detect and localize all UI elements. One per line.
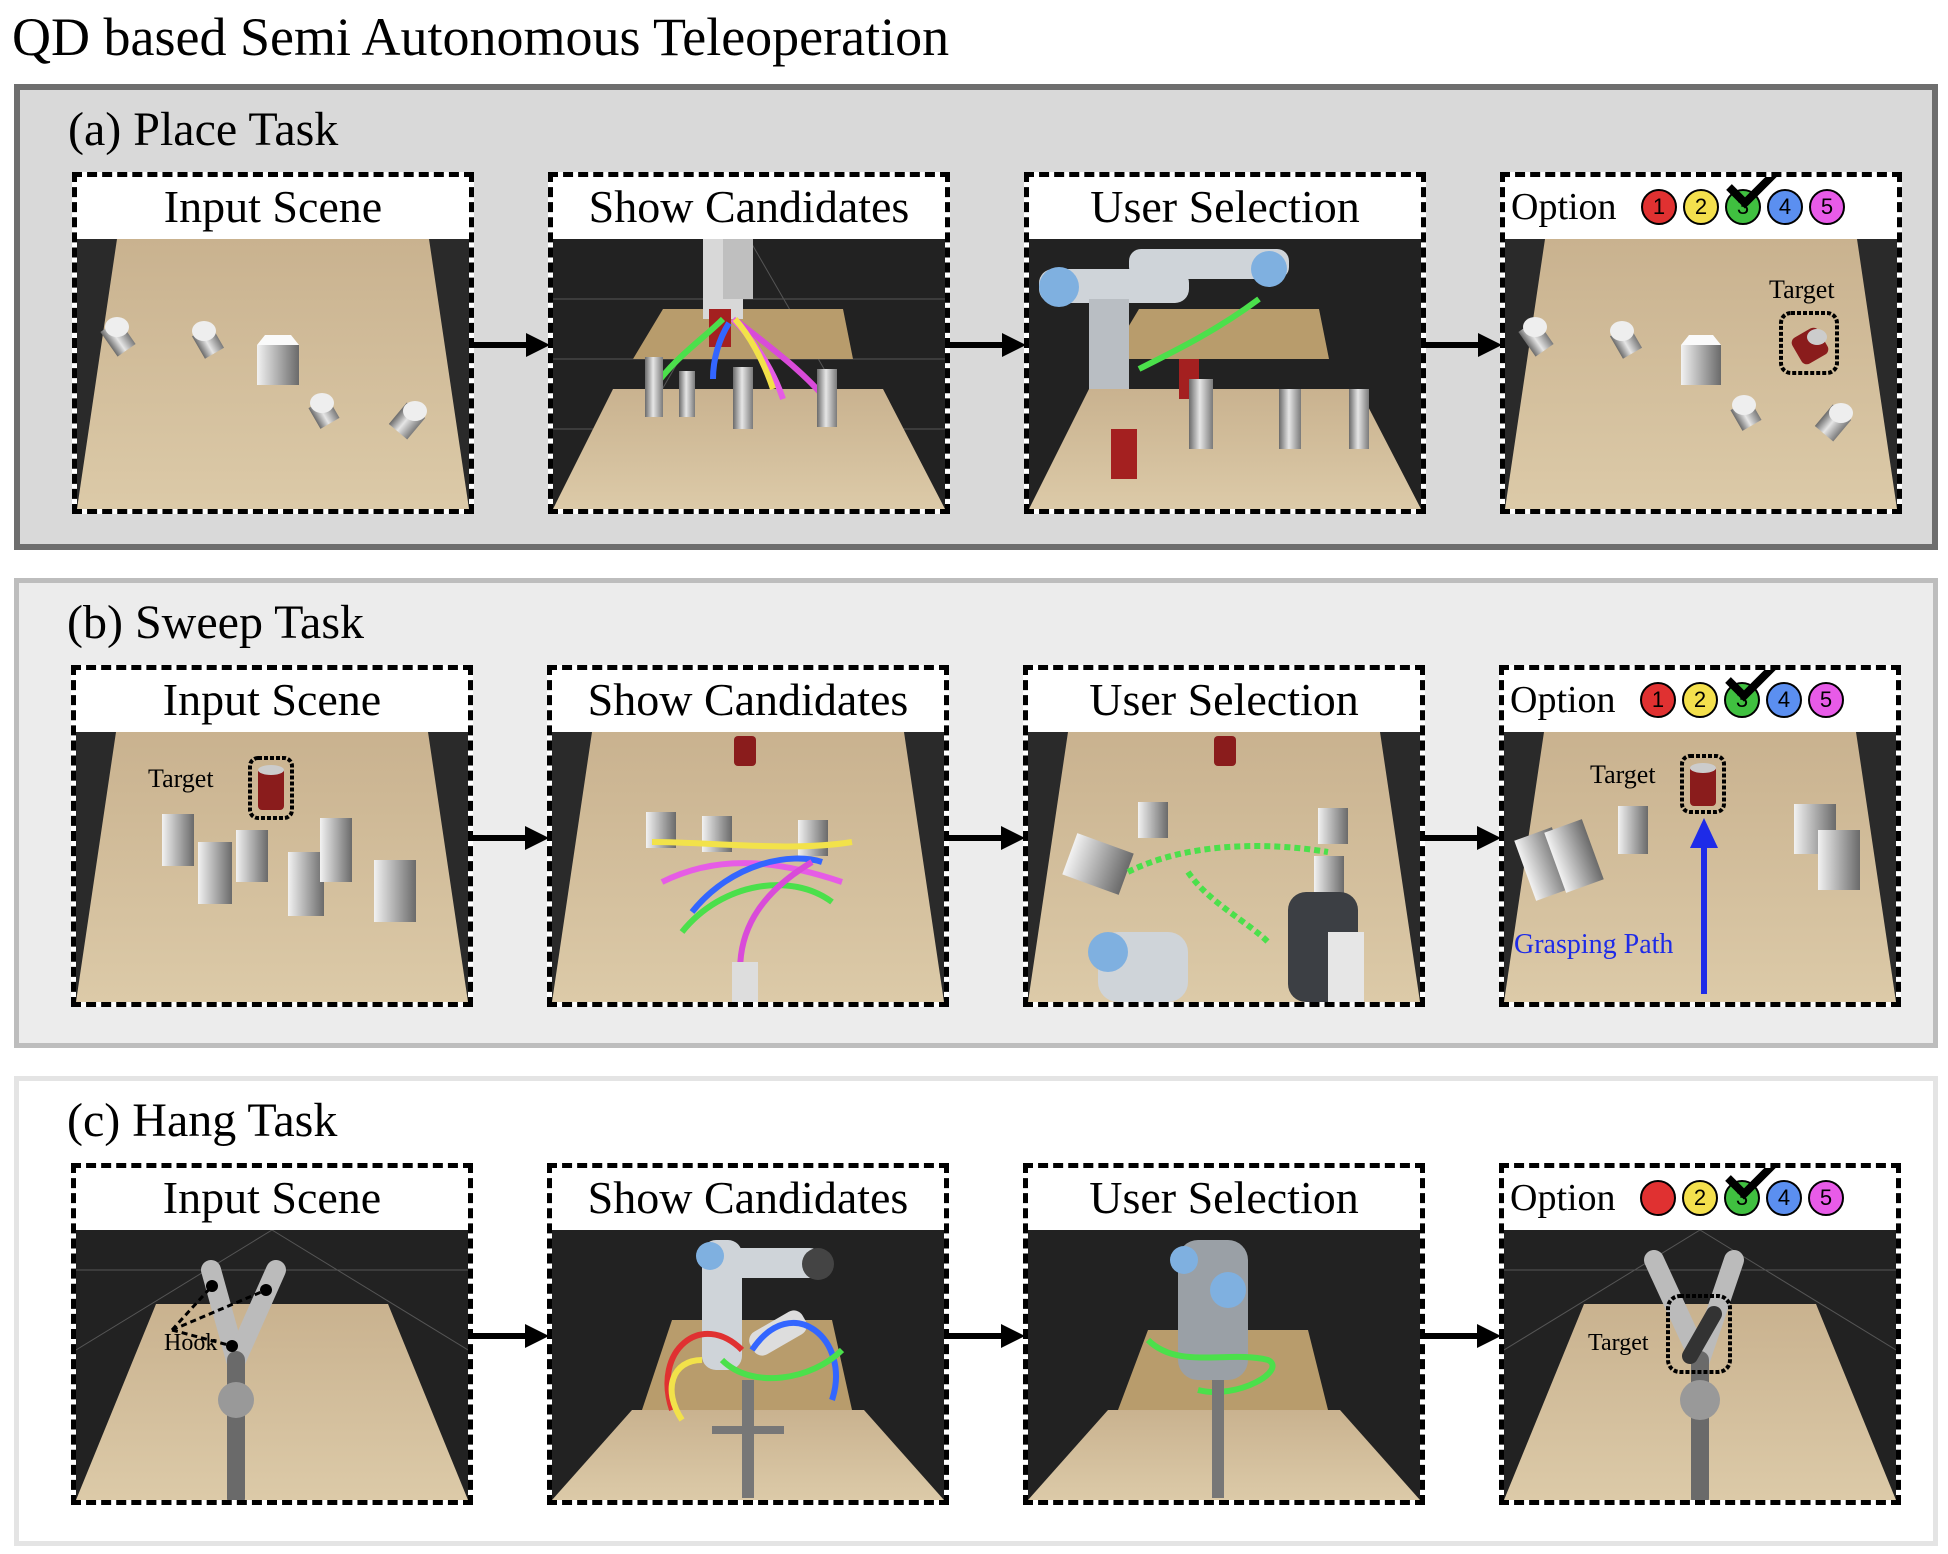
option-panel: Option 1 2 3 4 5 Target xyxy=(1500,172,1902,514)
option-4-button[interactable]: 4 xyxy=(1766,1180,1802,1216)
scene-image xyxy=(1028,1230,1420,1500)
user-selection-panel: User Selection xyxy=(1024,172,1426,514)
scene-image xyxy=(552,1230,944,1500)
option-2-button[interactable]: 2 xyxy=(1682,1180,1718,1216)
candidate-trajectories xyxy=(651,839,853,993)
input-scene-panel: Input Scene Target xyxy=(71,665,473,1007)
flow-arrow xyxy=(949,826,1025,850)
flow-arrow xyxy=(949,1324,1025,1348)
scene-image xyxy=(1504,732,1896,1002)
option-5-button[interactable]: 5 xyxy=(1808,682,1844,718)
option-4-button[interactable]: 4 xyxy=(1767,189,1803,225)
grasping-path-arrow xyxy=(1690,818,1718,994)
flow-arrow xyxy=(1425,1324,1501,1348)
section-label: (c) Hang Task xyxy=(67,1094,338,1147)
hang-task-section: (c) Hang Task Input Scene Hook xyxy=(14,1076,1938,1546)
robot-arm xyxy=(696,1240,834,1370)
input-scene-panel: Input Scene xyxy=(72,172,474,514)
section-label: (a) Place Task xyxy=(68,103,339,156)
option-4-button[interactable]: 4 xyxy=(1766,682,1802,718)
panel-title: User Selection xyxy=(1028,670,1420,732)
target-label: Target xyxy=(148,764,214,793)
flow-arrow xyxy=(473,826,549,850)
checkmark-icon xyxy=(1725,670,1776,702)
target-label: Target xyxy=(1769,275,1835,304)
show-candidates-panel: Show Candidates xyxy=(547,665,949,1007)
flow-arrow xyxy=(1426,333,1502,357)
panel-title: Show Candidates xyxy=(552,1168,944,1230)
target-can xyxy=(258,765,284,810)
sweep-task-section: (b) Sweep Task Input Scene Target Show C… xyxy=(14,578,1938,1048)
option-1-button[interactable]: 1 xyxy=(1641,189,1677,225)
scene-image xyxy=(1504,1230,1896,1500)
scene-image xyxy=(1028,732,1420,1002)
panel-title: Input Scene xyxy=(76,670,468,732)
checkmark-icon xyxy=(1725,1168,1776,1200)
input-scene-panel: Input Scene Hook xyxy=(71,1163,473,1505)
flow-arrow xyxy=(473,1324,549,1348)
panel-title: User Selection xyxy=(1029,177,1421,239)
checkmark-icon xyxy=(1726,177,1777,209)
scene-image xyxy=(553,239,945,509)
target-label: Target xyxy=(1588,1330,1649,1356)
robot-arm xyxy=(1039,249,1289,389)
panel-title: Show Candidates xyxy=(552,670,944,732)
show-candidates-panel: Show Candidates xyxy=(548,172,950,514)
candidate-trajectories xyxy=(664,1319,845,1422)
user-selection-panel: User Selection xyxy=(1023,1163,1425,1505)
grasping-path-label: Grasping Path xyxy=(1514,929,1674,960)
section-label: (b) Sweep Task xyxy=(67,596,365,649)
figure-title: QD based Semi Autonomous Teleoperation xyxy=(12,7,950,67)
panel-title: Show Candidates xyxy=(553,177,945,239)
place-task-section: (a) Place Task Input Scene Show Candidat… xyxy=(14,84,1938,550)
box-object xyxy=(257,335,299,385)
target-label: Target xyxy=(1590,760,1656,789)
robot-arm xyxy=(1088,892,1364,1002)
scene-image xyxy=(76,1230,468,1500)
scene-image xyxy=(552,732,944,1002)
scene-image xyxy=(1029,239,1421,509)
scene-image xyxy=(76,732,468,1002)
option-5-button[interactable]: 5 xyxy=(1809,189,1845,225)
scene-image xyxy=(77,239,469,509)
option-2-button[interactable]: 2 xyxy=(1683,189,1719,225)
show-candidates-panel: Show Candidates xyxy=(547,1163,949,1505)
cylinder-object xyxy=(388,401,427,440)
option-panel: Option 2 3 4 5 Targ xyxy=(1499,1163,1901,1505)
option-2-button[interactable]: 2 xyxy=(1682,682,1718,718)
flow-arrow xyxy=(474,333,550,357)
scene-image xyxy=(1505,239,1897,509)
option-5-button[interactable]: 5 xyxy=(1808,1180,1844,1216)
hook-markers xyxy=(170,1284,267,1348)
cylinder-object xyxy=(308,393,340,429)
hook-label: Hook xyxy=(164,1330,218,1356)
user-selection-panel: User Selection xyxy=(1023,665,1425,1007)
target-can xyxy=(1690,763,1716,806)
robot-arm xyxy=(1170,1240,1248,1380)
cylinder-object xyxy=(191,321,225,359)
option-1-button[interactable]: 1 xyxy=(1640,682,1676,718)
option-panel: Option 1 2 3 4 5 Target Grasping Path xyxy=(1499,665,1901,1007)
panel-title: Input Scene xyxy=(77,177,469,239)
panel-title: Input Scene xyxy=(76,1168,468,1230)
option-1-button[interactable] xyxy=(1640,1180,1676,1216)
flow-arrow xyxy=(950,333,1026,357)
flow-arrow xyxy=(1425,826,1501,850)
cylinder-object xyxy=(100,317,136,357)
panel-title: User Selection xyxy=(1028,1168,1420,1230)
target-can xyxy=(1791,327,1829,365)
